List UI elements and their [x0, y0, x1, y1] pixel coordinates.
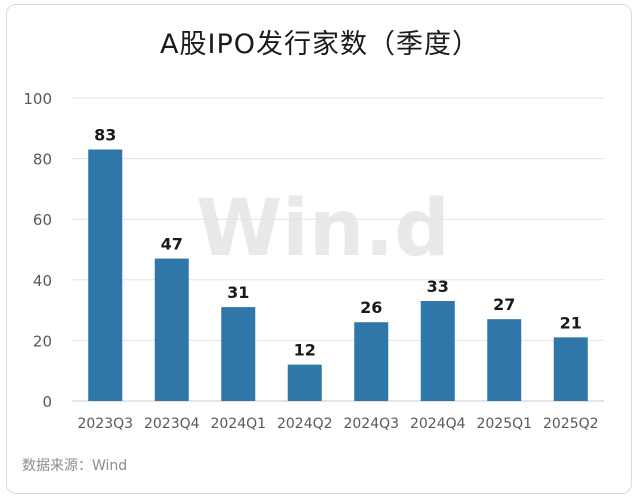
source-note: 数据来源：Wind: [22, 458, 128, 474]
x-tick-label: 2025Q2: [543, 416, 599, 432]
data-label: 47: [161, 235, 183, 254]
watermark: Win.d: [196, 184, 450, 274]
data-label: 27: [493, 295, 515, 314]
y-tick-label: 0: [42, 393, 52, 411]
data-label: 33: [427, 277, 449, 296]
y-tick-label: 100: [23, 90, 52, 108]
x-tick-label: 2023Q3: [77, 416, 133, 432]
bar: [553, 337, 588, 401]
data-label: 26: [360, 298, 382, 317]
data-label: 31: [227, 283, 249, 302]
x-tick-label: 2023Q4: [144, 416, 200, 432]
x-tick-label: 2024Q1: [210, 416, 266, 432]
data-label: 83: [94, 126, 116, 145]
bar: [287, 364, 322, 401]
chart-title: A股IPO发行家数（季度）: [160, 29, 480, 60]
bar: [88, 149, 123, 401]
bar: [221, 307, 256, 401]
y-tick-label: 60: [33, 211, 52, 229]
x-tick-label: 2024Q2: [277, 416, 333, 432]
y-tick-label: 40: [33, 272, 52, 290]
bar: [487, 319, 522, 401]
bar: [420, 301, 455, 401]
x-tick-label: 2024Q3: [343, 416, 399, 432]
data-label: 21: [560, 313, 582, 332]
x-tick-label: 2025Q1: [476, 416, 532, 432]
data-label: 12: [294, 341, 316, 360]
y-tick-label: 20: [33, 332, 52, 350]
bar: [154, 258, 189, 401]
y-tick-label: 80: [33, 151, 52, 169]
x-tick-label: 2024Q4: [410, 416, 466, 432]
bar: [354, 322, 389, 401]
